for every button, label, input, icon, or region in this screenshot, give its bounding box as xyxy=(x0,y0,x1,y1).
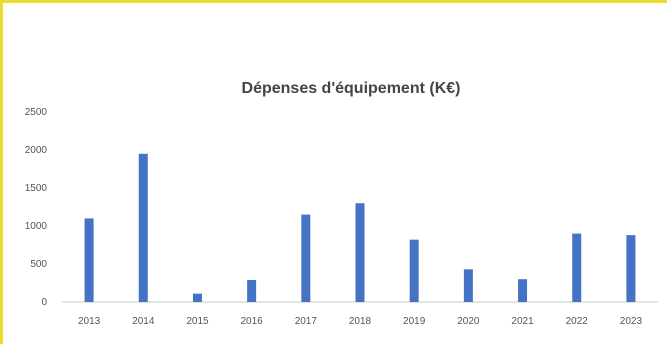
x-tick-label-2013: 2013 xyxy=(78,316,101,327)
x-tick-label-2018: 2018 xyxy=(349,316,372,327)
bar-2020 xyxy=(463,269,473,302)
x-tick-label-2023: 2023 xyxy=(620,316,643,327)
bar-2016 xyxy=(247,279,257,302)
chart-title: Dépenses d'équipement (K€) xyxy=(242,80,461,97)
y-tick-label-1000: 1000 xyxy=(25,221,48,232)
bar-2017 xyxy=(301,214,311,302)
x-tick-label-2022: 2022 xyxy=(566,316,589,327)
x-tick-label-2014: 2014 xyxy=(132,316,155,327)
y-axis-ticks: 0 500 1000 1500 2000 2500 xyxy=(25,107,48,308)
bar-2019 xyxy=(409,239,419,302)
bar-2013 xyxy=(84,218,94,302)
x-tick-label-2019: 2019 xyxy=(403,316,426,327)
y-tick-label-2500: 2500 xyxy=(25,107,48,118)
x-tick-label-2021: 2021 xyxy=(511,316,534,327)
bar-2022 xyxy=(572,233,582,302)
y-tick-label-500: 500 xyxy=(30,259,47,270)
x-tick-label-2017: 2017 xyxy=(295,316,318,327)
x-tick-label-2020: 2020 xyxy=(457,316,480,327)
bars xyxy=(84,153,636,302)
bar-2021 xyxy=(518,279,528,302)
bar-2018 xyxy=(355,203,365,302)
y-tick-label-1500: 1500 xyxy=(25,183,48,194)
x-tick-label-2016: 2016 xyxy=(241,316,264,327)
y-tick-label-0: 0 xyxy=(41,297,47,308)
bar-2015 xyxy=(192,293,202,302)
bar-2014 xyxy=(138,153,148,302)
x-tick-label-2015: 2015 xyxy=(186,316,209,327)
y-tick-label-2000: 2000 xyxy=(25,145,48,156)
x-axis-ticks: 2013 2014 2015 2016 2017 2018 2019 2020 2021 2022… xyxy=(78,316,643,327)
bar-2023 xyxy=(626,235,636,302)
